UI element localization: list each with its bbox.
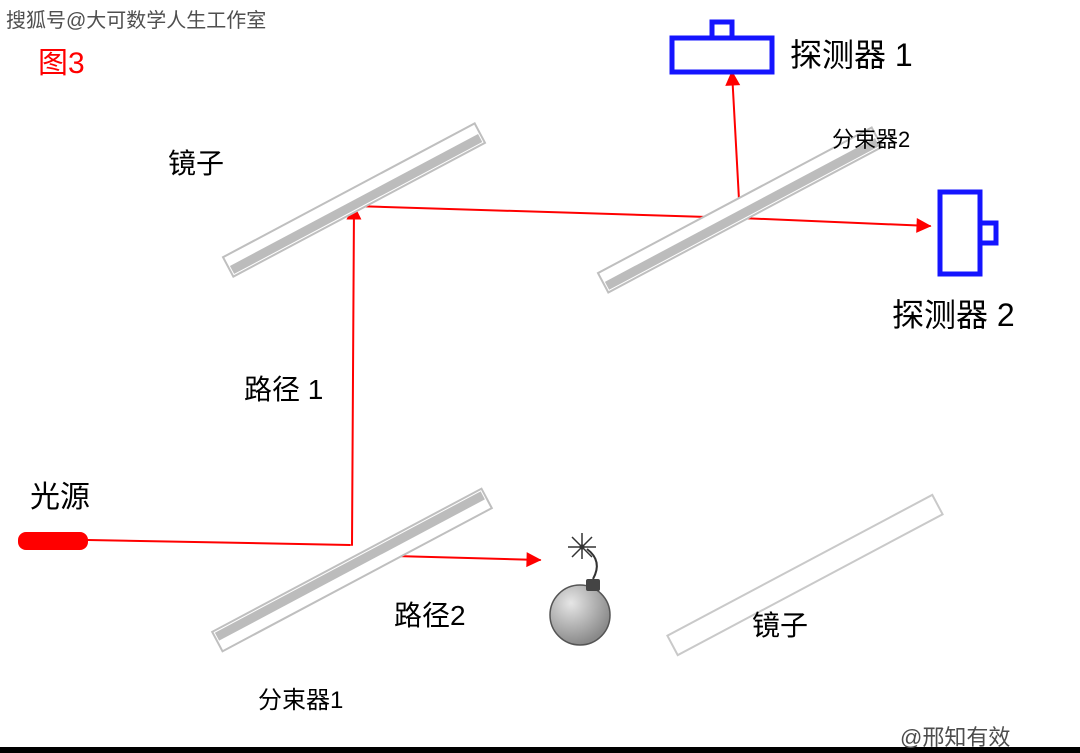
label-beamsplitter-2: 分束器2 <box>832 122 910 154</box>
label-path-1: 路径 1 <box>244 368 323 408</box>
figure-number: 图3 <box>38 38 85 82</box>
watermark-top-left: 搜狐号@大可数学人生工作室 <box>6 4 266 33</box>
label-mirror-1: 镜子 <box>168 142 224 182</box>
label-detector-2: 探测器 2 <box>892 290 1015 336</box>
label-path-2: 路径2 <box>394 594 466 634</box>
diagram-svg <box>0 0 1080 753</box>
label-source: 光源 <box>30 472 90 516</box>
label-detector-1: 探测器 1 <box>790 30 913 76</box>
label-mirror-2: 镜子 <box>752 604 808 644</box>
watermark-bottom-right: @邢知有效 <box>900 720 1010 752</box>
diagram-stage: 搜狐号@大可数学人生工作室 @邢知有效 图3 光源 镜子 镜子 分束器1 分束器… <box>0 0 1080 753</box>
label-beamsplitter-1: 分束器1 <box>258 680 343 715</box>
